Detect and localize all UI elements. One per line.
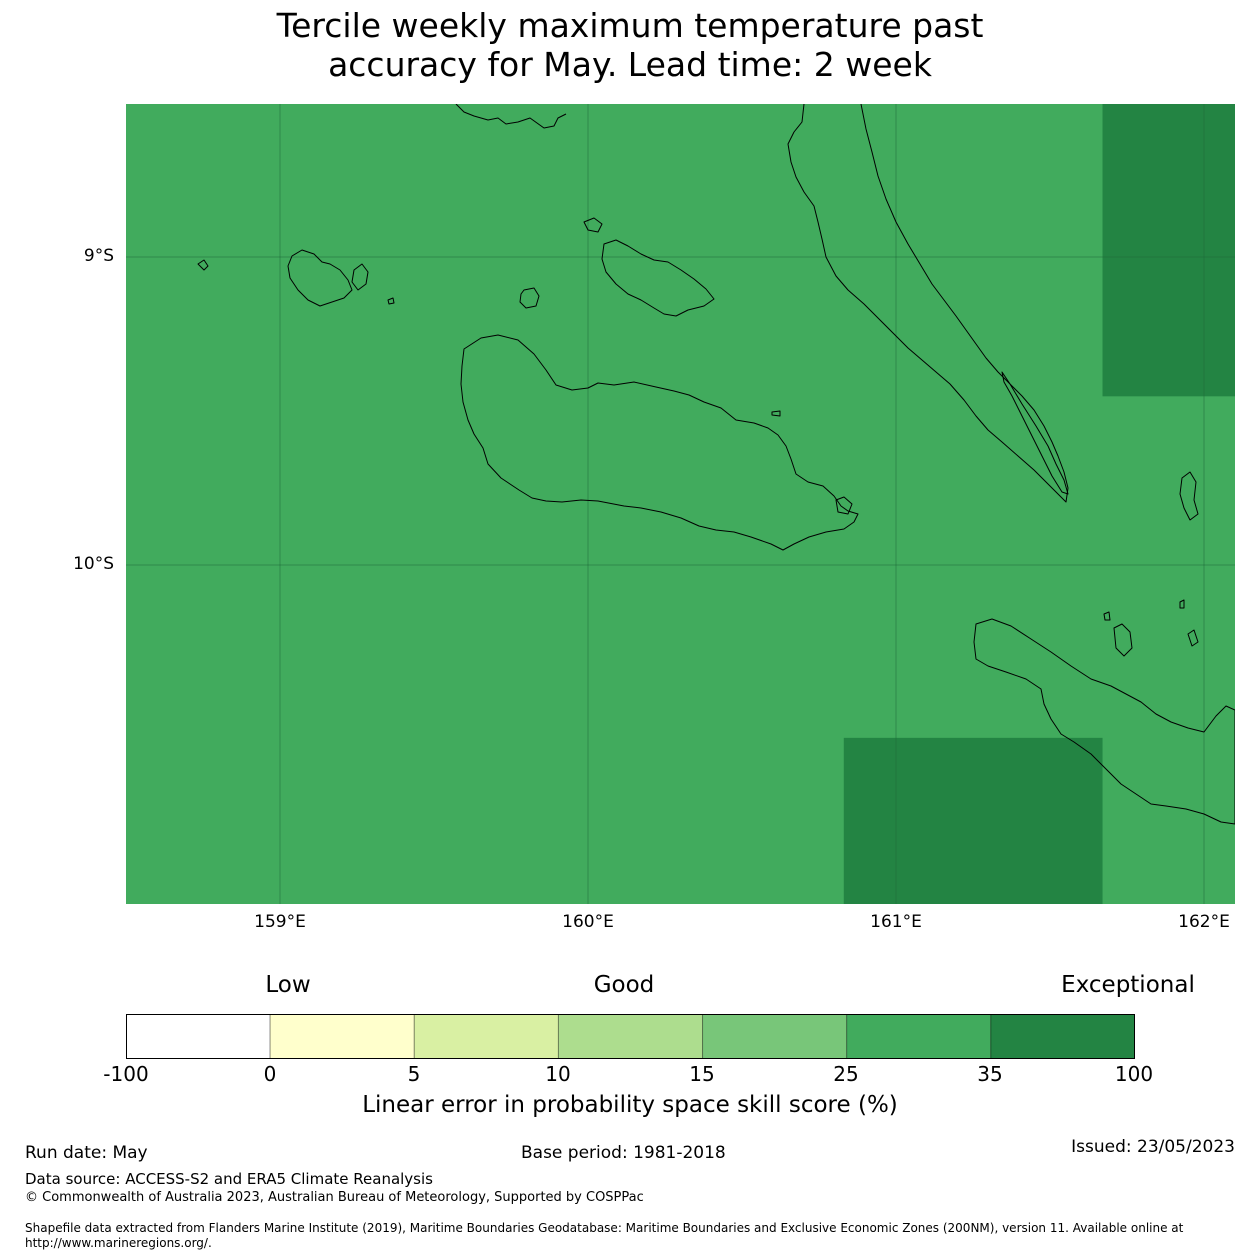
base-period: Base period: 1981-2018 [521,1143,726,1163]
colorbar [126,1014,1135,1059]
island-russell [287,249,353,307]
lon-label-160e: 160°E [562,912,614,932]
island-ugi [1113,623,1133,657]
lon-label-161e: 161°E [870,912,922,932]
island-small-east-1 [1103,611,1111,621]
colorbar-segment [126,1014,271,1059]
colorbar-segment [846,1014,992,1059]
colorbar-axis-label: Linear error in probability space skill … [362,1092,898,1118]
colorbar-label-exceptional: Exceptional [1061,972,1195,998]
island-guadalcanal [460,334,859,551]
colorbar-tick: 35 [977,1062,1003,1086]
lon-label-159e: 159°E [254,912,306,932]
island-savo [519,287,540,309]
colorbar-tick: 0 [263,1062,277,1086]
island-east-islet [387,297,395,305]
data-source: Data source: ACCESS-S2 and ERA5 Climate … [25,1170,433,1188]
colorbar-segment [702,1014,848,1059]
island-malaita [787,104,1069,503]
copyright: © Commonwealth of Australia 2023, Austra… [25,1190,644,1205]
colorbar-tick: 10 [545,1062,571,1086]
map-skill-cell [843,737,1103,904]
coastlines [197,104,1235,825]
island-small-north [583,217,603,233]
colorbar-label-low: Low [265,972,311,998]
colorbar-tick: 100 [1114,1062,1154,1086]
colorbar-tick: -100 [103,1062,149,1086]
island-malaita-south [1001,371,1069,495]
map-title-line-2: accuracy for May. Lead time: 2 week [328,45,932,84]
colorbar-segment [557,1014,704,1059]
islet-central [771,410,781,417]
lon-label-162e: 162°E [1178,912,1230,932]
shapefile-credit-line-2: http://www.marineregions.org/. [25,1236,212,1250]
colorbar-segment [990,1014,1135,1059]
island-small-east-3 [1187,629,1199,647]
map-title-line-1: Tercile weekly maximum temperature past [276,6,984,45]
island-small-east-2 [1179,599,1185,609]
lat-label-9s: 9°S [83,246,114,266]
colorbar-tick: 25 [833,1062,859,1086]
map-skill-cell [1102,104,1235,397]
island-ulawa [1179,471,1199,521]
colorbar-segment [269,1014,415,1059]
gridlines [126,104,1235,904]
colorbar-segment [413,1014,559,1059]
colorbar-tick: 5 [407,1062,421,1086]
run-date: Run date: May [25,1143,148,1163]
island-russell-east [351,263,369,291]
map-area [126,104,1235,904]
island-makira [973,618,1235,825]
lat-label-10s: 10°S [73,554,114,574]
issued-date: Issued: 23/05/2023 [1071,1137,1235,1157]
island-florida [601,239,715,317]
colorbar-tick: 15 [689,1062,715,1086]
island-marau [835,496,853,515]
coast-north-edge [455,104,567,129]
colorbar-frame [126,1014,1135,1059]
colorbar-label-good: Good [593,972,655,998]
island-west-islet [197,259,209,271]
shapefile-credit-line-1: Shapefile data extracted from Flanders M… [25,1221,1184,1235]
